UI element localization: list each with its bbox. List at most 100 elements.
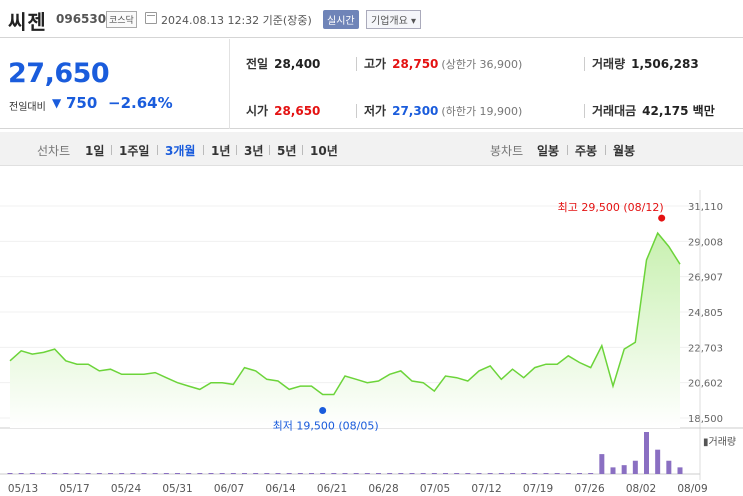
stock-header: 씨젠 096530 코스닥 2024.08.13 12:32 기준(장중) 실시… <box>0 0 743 38</box>
candle-chart-label: 봉차트 <box>490 144 524 158</box>
tab-1w[interactable]: 1주일 <box>119 144 150 158</box>
low-marker <box>319 406 327 414</box>
y-tick-label: 26,907 <box>688 273 723 284</box>
tab-5y[interactable]: 5년 <box>277 144 297 158</box>
stock-code: 096530 <box>56 12 107 26</box>
price-line <box>9 231 681 396</box>
x-tick-label: 05/24 <box>111 483 142 495</box>
divider <box>605 145 606 155</box>
volume-bar <box>7 473 13 474</box>
volume-bar <box>398 473 404 474</box>
volume-value: 1,506,283 <box>631 57 699 71</box>
calendar-icon <box>145 12 157 24</box>
volume-bar <box>18 473 24 474</box>
volume-bar <box>297 473 303 474</box>
volume-bar <box>476 473 482 474</box>
low-value: 27,300 <box>392 104 439 118</box>
volume-bar <box>543 473 549 474</box>
volume-bar <box>63 473 69 474</box>
volume-bar <box>521 473 527 474</box>
tab-daily-candle[interactable]: 일봉 <box>537 144 560 158</box>
divider <box>157 145 158 155</box>
divider <box>302 145 303 155</box>
volume-bar <box>510 473 515 474</box>
volume-bar <box>610 467 616 474</box>
volume-legend: ▮거래량 <box>703 436 736 448</box>
tab-weekly-candle[interactable]: 주봉 <box>575 144 598 158</box>
volume-bar <box>655 449 661 474</box>
volume-bar <box>577 473 582 474</box>
upper-limit: (상한가 36,900) <box>441 58 523 71</box>
volume-bar <box>108 473 113 474</box>
volume-bar <box>420 473 426 474</box>
open-label: 시가 <box>246 104 269 118</box>
y-tick-label: 29,008 <box>688 237 723 248</box>
tab-10y[interactable]: 10년 <box>310 144 338 158</box>
x-tick-label: 06/07 <box>214 483 244 495</box>
trade-amount-label: 거래대금 <box>592 104 637 118</box>
volume-bar <box>376 473 381 474</box>
divider <box>584 57 585 71</box>
volume-bar <box>487 473 493 474</box>
divider <box>584 104 585 118</box>
prev-close-label: 전일 <box>246 57 269 71</box>
high-label: 고가 <box>364 57 387 71</box>
high-marker <box>658 214 666 222</box>
x-tick-label: 05/17 <box>59 483 89 495</box>
low-label: 최저 19,500 (08/05) <box>273 419 379 432</box>
volume-bar <box>364 473 370 474</box>
x-tick-label: 08/09 <box>677 483 707 495</box>
volume-bar <box>286 473 292 474</box>
realtime-button[interactable]: 실시간 <box>323 10 359 29</box>
prev-close-value: 28,400 <box>274 57 321 71</box>
x-tick-label: 07/19 <box>523 483 553 495</box>
change-percent: −2.64% <box>108 94 173 112</box>
volume-bar <box>141 473 147 474</box>
low-price: 저가 27,300 (하한가 19,900) <box>364 102 522 119</box>
tab-monthly-candle[interactable]: 월봉 <box>613 144 636 158</box>
volume-bar <box>163 473 169 474</box>
x-tick-label: 05/13 <box>8 483 38 495</box>
volume-bar <box>342 473 348 474</box>
x-tick-label: 07/05 <box>420 483 450 495</box>
volume-bar <box>275 473 281 474</box>
price-summary: 27,650 전일대비 ▼ 750 −2.64% 전일 28,400 시가 28,6… <box>0 39 743 129</box>
volume-bar <box>677 467 683 474</box>
x-tick-label: 07/12 <box>471 483 501 495</box>
tab-1d[interactable]: 1일 <box>85 144 105 158</box>
volume-bar <box>565 473 571 474</box>
tab-1y[interactable]: 1년 <box>211 144 231 158</box>
company-info-dropdown[interactable]: 기업개요 ▾ <box>366 10 421 29</box>
volume-bar <box>666 460 672 474</box>
volume-bar <box>331 473 337 474</box>
x-tick-label: 05/31 <box>162 483 192 495</box>
prev-close: 전일 28,400 <box>246 55 320 72</box>
quote-timestamp: 2024.08.13 12:32 기준(장중) <box>161 14 312 27</box>
divider <box>356 57 357 71</box>
trade-amount-value: 42,175 백만 <box>642 104 715 118</box>
high-price: 고가 28,750 (상한가 36,900) <box>364 55 522 72</box>
x-tick-label: 06/14 <box>265 483 296 495</box>
volume-bar <box>532 473 538 474</box>
current-price: 27,650 <box>8 58 110 89</box>
divider <box>567 145 568 155</box>
price-chart: 31,110 29,008 26,907 24,805 22,703 20,602 18,5… <box>0 190 743 495</box>
volume-bar <box>197 473 203 474</box>
y-tick-label: 18,500 <box>688 414 723 425</box>
volume-bar <box>644 432 649 474</box>
volume-bar <box>85 473 91 474</box>
volume-bar <box>152 473 158 474</box>
volume-bar <box>632 460 638 474</box>
tab-3m[interactable]: 3개월 <box>165 144 196 158</box>
volume-bar <box>431 473 437 474</box>
tab-3y[interactable]: 3년 <box>244 144 264 158</box>
volume-bar <box>353 473 359 474</box>
divider <box>269 145 270 155</box>
low-label: 저가 <box>364 104 387 118</box>
volume-bar <box>130 473 136 474</box>
trade-amount: 거래대금 42,175 백만 <box>592 102 715 119</box>
volume-bar <box>621 465 627 474</box>
volume-bar <box>74 473 80 474</box>
volume-label: 거래량 <box>592 57 626 71</box>
chart-tab-bar: 선차트 1일 1주일 3개월 1년 3년 5년 10년 봉차트 일봉 주봉 월봉 <box>0 132 743 166</box>
